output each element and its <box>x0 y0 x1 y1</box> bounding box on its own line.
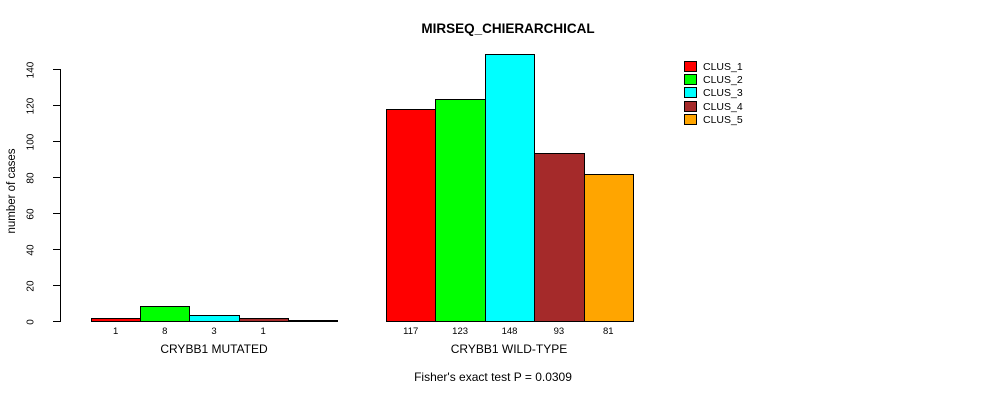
legend-swatch-icon <box>684 101 697 112</box>
bar-crybb1-mutated-clus_2 <box>140 306 190 322</box>
y-axis-tick <box>53 177 61 178</box>
x-axis-label-wild-type: CRYBB1 WILD-TYPE <box>450 342 568 356</box>
bar-crybb1-wild-type-clus_2 <box>435 99 486 322</box>
bar-value-label: 148 <box>501 326 518 337</box>
legend-swatch-icon <box>684 114 697 125</box>
legend-item-label: CLUS_4 <box>703 100 743 113</box>
bar-crybb1-mutated-clus_1 <box>91 318 141 322</box>
bar-value-label: 123 <box>452 326 469 337</box>
legend-item-clus_3: CLUS_3 <box>684 86 743 99</box>
legend-item-label: CLUS_1 <box>703 60 743 73</box>
legend-item-label: CLUS_2 <box>703 73 743 86</box>
y-axis-tick-label: 20 <box>25 279 37 292</box>
legend-swatch-icon <box>684 74 697 85</box>
y-axis-title: number of cases <box>6 148 18 234</box>
y-axis-tick <box>53 105 61 106</box>
y-axis-tick <box>53 285 61 286</box>
bar-crybb1-wild-type-clus_4 <box>534 153 585 322</box>
y-axis-tick-label: 100 <box>25 133 37 150</box>
bar-value-label: 1 <box>260 326 266 337</box>
bar-crybb1-wild-type-clus_3 <box>485 54 535 322</box>
y-axis-tick <box>53 213 61 214</box>
y-axis-tick-label: 80 <box>25 171 37 184</box>
bar-value-label: 81 <box>603 326 614 337</box>
bar-crybb1-wild-type-clus_1 <box>386 109 436 322</box>
bar-value-label: 1 <box>112 326 119 337</box>
chart-title: MIRSEQ_CHIERARCHICAL <box>421 21 595 36</box>
legend-swatch-icon <box>684 61 697 72</box>
y-axis-tick-label: 120 <box>25 97 37 114</box>
legend-item-clus_2: CLUS_2 <box>684 73 743 86</box>
legend-item-clus_1: CLUS_1 <box>684 60 743 73</box>
y-axis-line <box>60 69 61 322</box>
bar-value-label: 3 <box>211 326 217 337</box>
y-axis-tick <box>53 249 61 250</box>
bar-crybb1-mutated-clus_4 <box>239 318 289 322</box>
y-axis-tick-label: 60 <box>25 207 37 220</box>
legend-item-clus_4: CLUS_4 <box>684 100 743 113</box>
fisher-test-annotation: Fisher's exact test P = 0.0309 <box>414 370 572 384</box>
x-axis-label-mutated: CRYBB1 MUTATED <box>160 342 268 356</box>
y-axis-tick-label: 40 <box>25 243 37 256</box>
bar-value-label: 117 <box>403 326 419 337</box>
legend-item-label: CLUS_5 <box>703 113 743 126</box>
y-axis-tick <box>53 321 61 322</box>
legend-item-clus_5: CLUS_5 <box>684 113 743 126</box>
y-axis-tick-label: 0 <box>25 318 37 325</box>
legend-swatch-icon <box>684 87 697 98</box>
bar-crybb1-wild-type-clus_5 <box>584 174 634 322</box>
bar-crybb1-mutated-clus_5 <box>288 320 338 322</box>
y-axis-tick <box>53 69 61 70</box>
y-axis-tick-label: 140 <box>25 61 37 78</box>
bar-value-label: 8 <box>162 326 168 337</box>
legend-item-label: CLUS_3 <box>703 86 743 99</box>
bar-crybb1-mutated-clus_3 <box>189 315 240 322</box>
y-axis-tick <box>53 141 61 142</box>
bar-value-label: 93 <box>553 326 565 337</box>
